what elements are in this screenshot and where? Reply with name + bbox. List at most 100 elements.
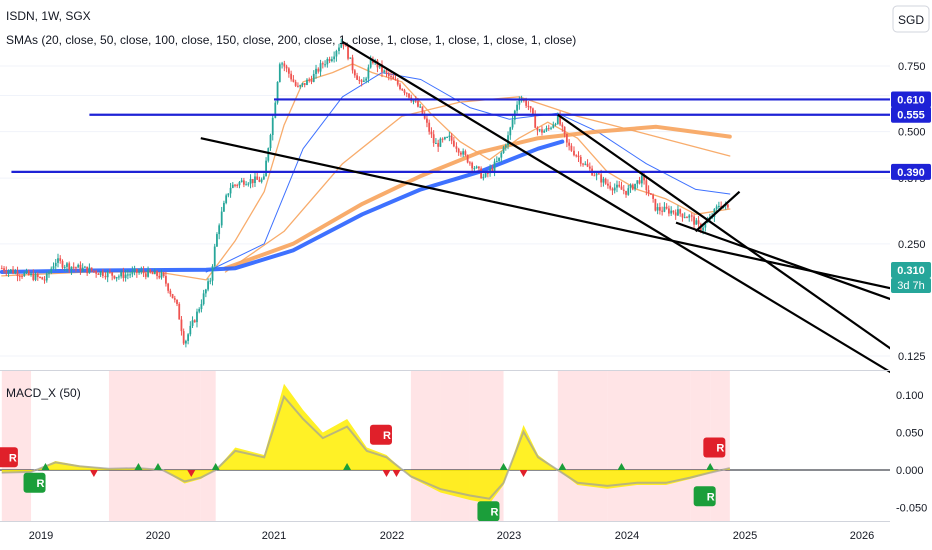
symbol-title[interactable]: ISDN, 1W, SGX: [6, 9, 91, 23]
candle-body: [486, 172, 489, 174]
candle-body: [109, 271, 111, 273]
candle-body: [138, 271, 140, 273]
candle-body: [518, 100, 521, 105]
candle-body: [408, 93, 410, 98]
bull-signal-badge: [693, 486, 716, 507]
candle-body: [191, 320, 194, 326]
candle-body: [426, 118, 428, 123]
candle-body: [113, 275, 116, 279]
trendline[interactable]: [557, 113, 912, 364]
sma-line: [224, 96, 731, 273]
candle-body: [365, 78, 368, 81]
candle-body: [140, 270, 143, 272]
candle-body: [262, 176, 265, 180]
candle-body: [142, 270, 145, 274]
candle-body: [607, 183, 609, 186]
level-pill-value: 0.610: [897, 94, 925, 106]
candle-body: [661, 210, 664, 212]
candle-body: [9, 269, 12, 271]
candle-body: [480, 168, 483, 179]
candle-body: [193, 320, 196, 323]
candle-body: [460, 152, 462, 155]
candle-body: [446, 137, 449, 139]
candle-body: [242, 180, 245, 185]
sma-line: [223, 124, 732, 271]
candle-body: [396, 80, 399, 85]
trendline[interactable]: [341, 41, 912, 386]
candle-body: [439, 138, 442, 147]
candle-body: [223, 202, 225, 212]
currency-label[interactable]: SGD: [898, 13, 924, 27]
candle-body: [545, 128, 548, 131]
trendline[interactable]: [200, 137, 911, 294]
candle-body: [428, 122, 431, 132]
macd-tick-label: 0.100: [896, 390, 924, 402]
candle-body: [704, 222, 707, 228]
candle-body: [81, 267, 84, 272]
price-tick-label: 0.250: [898, 239, 926, 251]
time-tick-label: 2026: [850, 530, 874, 542]
macd-legend[interactable]: MACD_X (50): [6, 386, 81, 400]
candle-body: [276, 81, 279, 103]
candle-body: [30, 273, 32, 275]
macd-bearish-band: [1, 371, 32, 521]
time-tick-label: 2024: [615, 530, 639, 542]
candle-body: [229, 187, 232, 194]
candle-body: [99, 271, 102, 275]
candle-body: [292, 79, 295, 82]
time-tick-label: 2023: [497, 530, 521, 542]
candle-body: [171, 294, 174, 299]
candle-body: [204, 289, 207, 294]
countdown-pill: [891, 278, 931, 293]
candle-body: [227, 193, 230, 196]
macd-bearish-band: [690, 371, 711, 521]
candle-body: [593, 175, 596, 177]
candle-body: [330, 59, 333, 62]
candle-body: [697, 220, 700, 224]
candle-body: [383, 70, 386, 72]
macd-tick-label: 0.050: [896, 428, 924, 440]
candle-body: [41, 277, 44, 280]
candle-body: [638, 180, 641, 184]
candle-body: [686, 217, 688, 219]
candle-body: [504, 145, 507, 148]
macd-bearish-band: [200, 371, 216, 521]
candle-body: [129, 274, 132, 276]
bullish-cross-marker: [134, 463, 143, 470]
candle-body: [358, 79, 361, 81]
candle-body: [616, 184, 618, 188]
sma-legend[interactable]: SMAs (20, close, 50, close, 100, close, …: [6, 33, 576, 47]
candle-body: [525, 100, 528, 106]
candle-body: [247, 183, 250, 185]
trendline[interactable]: [694, 190, 741, 233]
candle-body: [317, 68, 320, 72]
candle-body: [538, 129, 541, 131]
candle-body: [450, 135, 453, 141]
candle-body: [547, 128, 550, 130]
candle-body: [658, 207, 661, 211]
candle-body: [165, 276, 167, 284]
candle-body: [21, 276, 23, 278]
candle-body: [151, 272, 154, 275]
candle-body: [412, 100, 415, 102]
trendline[interactable]: [675, 221, 911, 308]
candle-body: [184, 340, 187, 344]
candle-body: [86, 266, 89, 274]
time-tick-label: 2022: [380, 530, 404, 542]
candle-body: [645, 180, 648, 191]
candle-body: [353, 70, 356, 76]
currency-button[interactable]: SGD: [892, 5, 930, 33]
candle-body: [189, 325, 192, 335]
candle-body: [106, 271, 109, 278]
time-axis[interactable]: [0, 522, 890, 550]
candle-body: [720, 205, 723, 208]
currency-button-frame[interactable]: [892, 5, 930, 33]
candle-body: [491, 168, 494, 171]
candle-body: [173, 298, 176, 300]
candle-body: [654, 198, 657, 211]
candle-body: [634, 183, 636, 190]
candle-body: [5, 270, 8, 273]
candle-body: [126, 274, 129, 276]
signal-badge-label: R: [9, 452, 17, 464]
candle-body: [647, 190, 650, 194]
